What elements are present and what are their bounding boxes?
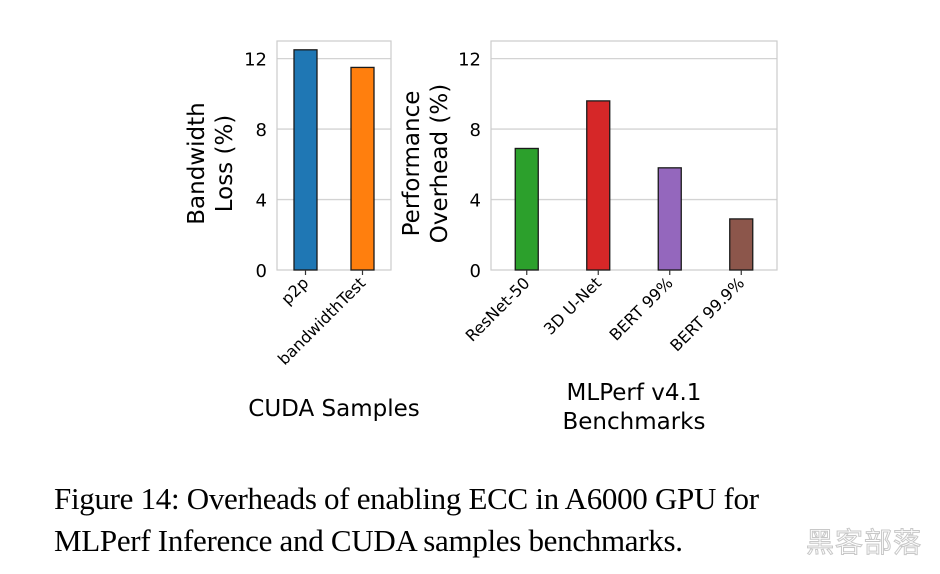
left-ytick-label: 4 (256, 191, 267, 212)
right-bar-resnet-50 (514, 147, 539, 271)
left-ytick-label: 0 (256, 261, 267, 282)
right-ytick-label: 4 (470, 191, 481, 212)
left-axes-frame (276, 40, 392, 271)
right-xtick-label: BERT 99.9% (666, 273, 748, 355)
right-ytick-label: 12 (458, 50, 481, 71)
right-bar-bert-99- (657, 167, 682, 271)
right-xtick-label: 3D U-Net (540, 273, 605, 338)
left-ylabel-line-1: Bandwidth (184, 102, 210, 224)
right-ytick-label: 8 (470, 120, 481, 141)
left-bar-bandwidthtest (350, 66, 375, 271)
left-xlabel-line-1: CUDA Samples (248, 396, 419, 422)
right-xlabel-line-1: MLPerf v4.1 (567, 380, 702, 406)
right-ylabel-line-1: Performance (399, 91, 425, 237)
right-axes-frame (490, 40, 778, 271)
caption-line-2: MLPerf Inference and CUDA samples benchm… (54, 523, 683, 558)
left-ytick-label: 8 (256, 120, 267, 141)
watermark: 黑客部落 (805, 526, 923, 560)
left-ylabel-line-2: Loss (%) (212, 115, 238, 213)
right-xtick-label: BERT 99% (606, 273, 677, 344)
left-xtick-label: p2p (277, 273, 312, 308)
right-xlabel-line-2: Benchmarks (563, 409, 706, 435)
left-ytick-label: 12 (244, 50, 267, 71)
caption-line-1: Figure 14: Overheads of enabling ECC in … (54, 481, 759, 516)
left-bar-p2p (293, 49, 318, 271)
right-bar-3d-u-net (586, 100, 611, 271)
figure-caption: Figure 14: Overheads of enabling ECC in … (54, 478, 934, 562)
right-ylabel-line-2: Overhead (%) (427, 84, 453, 243)
right-bar-bert-99-9- (729, 218, 754, 271)
right-ytick-label: 0 (470, 261, 481, 282)
right-xtick-label: ResNet-50 (462, 273, 534, 345)
